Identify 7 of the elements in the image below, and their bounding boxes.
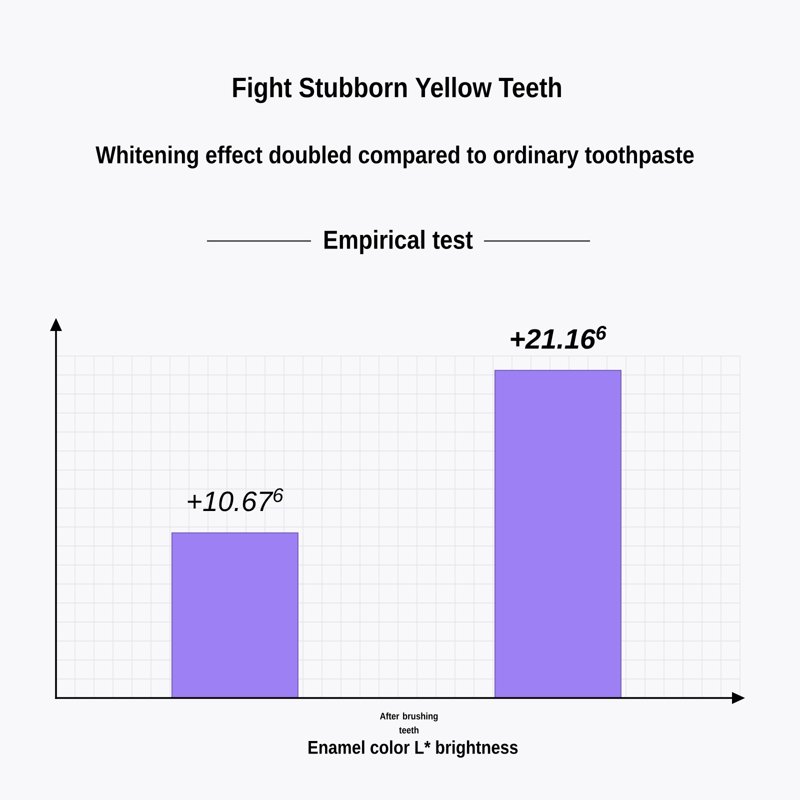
data-label: +21.16$^{6}$ (510, 326, 606, 349)
text: After brushing teeth (380, 712, 438, 734)
chart-subtitle: Whitening effect doubled compared to ordinary toothpaste (96, 146, 694, 168)
data-label: +10.67$^{6}$ (188, 488, 284, 512)
x-axis-title: Enamel color L* brightness (308, 740, 518, 758)
chart-title: Fight Stubborn Yellow Teeth (233, 76, 561, 104)
text: Empirical test (324, 230, 473, 254)
